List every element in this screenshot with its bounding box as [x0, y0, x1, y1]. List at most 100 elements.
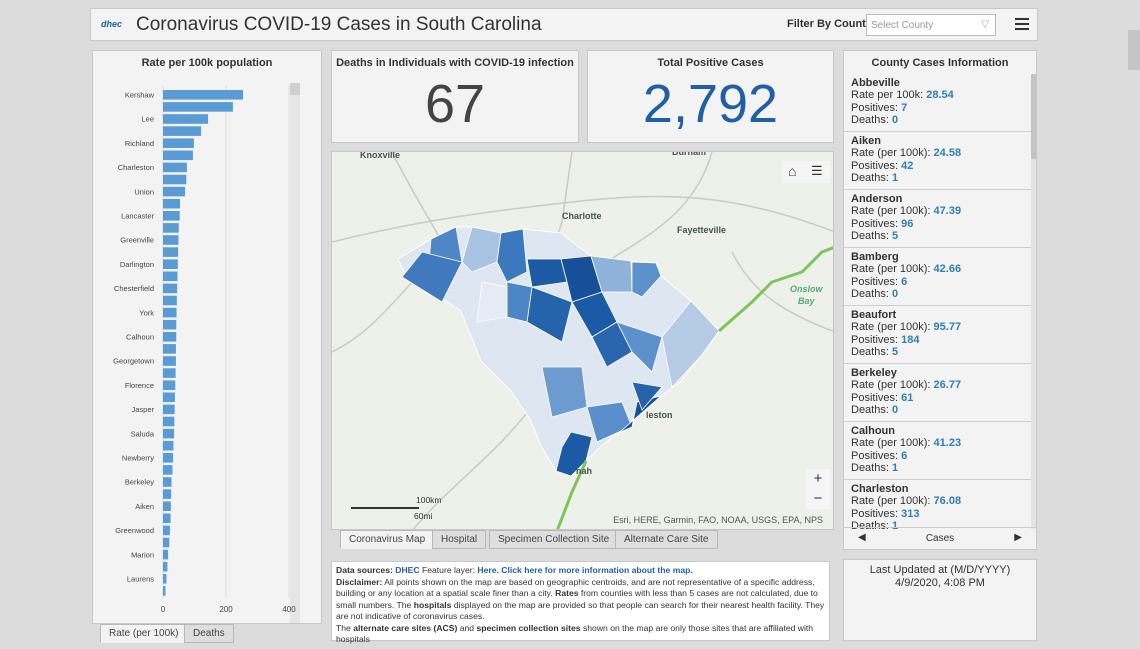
positives-label: Positives:: [851, 507, 902, 520]
note-text: from counties with less than 5 cases are…: [336, 588, 818, 610]
rate-value: 47.39: [933, 205, 962, 218]
bar: [163, 428, 175, 439]
deaths-label: Deaths:: [851, 462, 892, 475]
positives-row: Positives: 42: [851, 160, 1026, 172]
rate-label: Rate (per 100k):: [851, 495, 934, 508]
deaths-label: Deaths:: [851, 346, 892, 359]
chart-tab[interactable]: Rate (per 100k): [100, 624, 188, 643]
county-item[interactable]: Calhoun Rate (per 100k): 41.23 Positives: …: [844, 422, 1033, 480]
note-text: displayed on the map are provided so tha…: [336, 599, 825, 622]
rate-panel: Rate per 100k population 0 200 400 Kershaw L…: [92, 50, 322, 624]
deaths-value: 5: [891, 230, 899, 243]
note-text: The: [336, 622, 354, 633]
positives-row: Positives: 184: [851, 334, 1026, 346]
bar: [163, 102, 233, 112]
note-text[interactable]: Here. Click here for more information ab…: [477, 565, 693, 575]
bar: [163, 90, 244, 100]
bar: [163, 295, 177, 306]
deaths-row: Deaths: 0: [851, 288, 1026, 300]
county-panel: County Cases Information Abbeville Rate p…: [843, 50, 1037, 550]
deaths-row: Deaths: 0: [851, 404, 1026, 416]
bar: [163, 549, 169, 560]
positives-label: Positives:: [851, 101, 902, 114]
map-label: Durham: [672, 151, 707, 157]
list-footer: ◀ Cases ▶: [844, 527, 1036, 549]
deaths-row: Deaths: 5: [851, 230, 1026, 242]
deaths-value: 1: [891, 462, 899, 475]
map-label: Onslow: [790, 284, 823, 294]
y-tick-label: Laurens: [127, 575, 154, 584]
filter-label: Filter By County: [787, 18, 872, 30]
note-text: Disclaimer:: [336, 576, 383, 587]
bar: [163, 126, 202, 136]
map-tab[interactable]: Hospital: [432, 530, 487, 549]
y-tick-label: Saluda: [131, 429, 155, 438]
map-tab[interactable]: Coronavirus Map: [340, 530, 435, 549]
kpi-title: Total Positive Cases: [657, 57, 764, 69]
y-tick-label: Calhoun: [126, 333, 154, 342]
deaths-value: 0: [891, 288, 899, 301]
positives-label: Positives:: [851, 159, 902, 172]
county-item[interactable]: Bamberg Rate (per 100k): 42.66 Positives: …: [844, 248, 1033, 306]
y-tick-label: Charleston: [118, 163, 154, 172]
menu-button[interactable]: [1014, 17, 1030, 31]
deaths-row: Deaths: 0: [851, 114, 1026, 126]
x-tick-label: 200: [219, 605, 233, 614]
rate-row: Rate (per 100k): 76.08: [851, 495, 1026, 507]
note-paragraph: Disclaimer: All points shown on the map …: [336, 577, 825, 623]
positives-value: 7: [901, 101, 908, 114]
scale-mi: 60mi: [414, 511, 433, 521]
positives-value: 42: [901, 159, 914, 172]
next-button[interactable]: ▶: [1014, 532, 1022, 543]
county-select[interactable]: Select County ▽: [866, 14, 996, 36]
rate-value: 24.58: [933, 147, 962, 160]
y-tick-label: Newberry: [122, 454, 154, 463]
county-name: Berkeley: [851, 367, 897, 379]
map-tools[interactable]: ⌂ ☰: [782, 161, 830, 183]
select-placeholder: Select County: [871, 20, 934, 31]
rate-label: Rate (per 100k):: [851, 263, 934, 276]
map-tab[interactable]: Specimen Collection Site: [489, 530, 619, 549]
zoom-in[interactable]: +: [813, 470, 823, 487]
map[interactable]: Knoxville Durham Charlotte Fayetteville Onsl…: [331, 151, 834, 530]
prev-button[interactable]: ◀: [858, 532, 866, 543]
attribution: Esri, HERE, Garmin, FAO, NOAA, USGS, EPA…: [613, 515, 823, 525]
county-item[interactable]: Beaufort Rate (per 100k): 95.77 Positives:…: [844, 306, 1033, 364]
chart-tab[interactable]: Deaths: [184, 624, 234, 643]
cases-card: Total Positive Cases 2,792: [587, 50, 834, 143]
county-item[interactable]: Charleston Rate (per 100k): 76.08 Positive…: [844, 480, 1033, 529]
deaths-label: Deaths:: [851, 288, 892, 301]
y-tick-label: Aiken: [135, 502, 154, 511]
positives-row: Positives: 96: [851, 218, 1026, 230]
browser-scrollbar[interactable]: [1128, 30, 1140, 70]
bar: [163, 247, 179, 257]
rate-value: 26.77: [933, 379, 962, 392]
note-paragraph: The alternate care sites (ACS) and speci…: [336, 623, 825, 646]
note-text[interactable]: DHEC: [395, 565, 420, 575]
rate-label: Rate per 100k:: [851, 89, 927, 102]
bar: [163, 513, 171, 524]
county-item[interactable]: Anderson Rate (per 100k): 47.39 Positives:…: [844, 190, 1033, 248]
zoom-out[interactable]: −: [813, 490, 823, 507]
note-paragraph: Data sources: DHEC Feature layer: Here. …: [336, 565, 825, 577]
note-text: Data sources:: [336, 565, 393, 575]
header: dhec Coronavirus COVID-19 Cases in South…: [90, 8, 1038, 41]
map-label: leston: [646, 410, 673, 420]
county-item[interactable]: Aiken Rate (per 100k): 24.58 Positives: 42…: [844, 132, 1033, 190]
county-item[interactable]: Abbeville Rate per 100k: 28.54 Positives: …: [844, 74, 1033, 132]
deaths-row: Deaths: 1: [851, 520, 1026, 529]
positives-value: 6: [901, 449, 908, 462]
map-tab[interactable]: Alternate Care Site: [615, 530, 718, 549]
county-item[interactable]: Berkeley Rate (per 100k): 26.77 Positives:…: [844, 364, 1033, 422]
bar: [163, 586, 166, 596]
note-text: All points shown on the map are based on…: [336, 576, 815, 599]
deaths-label: Deaths:: [851, 172, 892, 185]
bar: [163, 283, 178, 294]
y-tick-label: Union: [134, 187, 154, 196]
bar: [163, 477, 172, 487]
deaths-row: Deaths: 1: [851, 462, 1026, 474]
y-tick-label: Marion: [131, 550, 154, 559]
y-tick-label: Kershaw: [125, 91, 155, 100]
update-panel: Last Updated at (M/D/YYYY) 4/9/2020, 4:0…: [843, 559, 1037, 641]
deaths-value: 0: [891, 114, 899, 127]
